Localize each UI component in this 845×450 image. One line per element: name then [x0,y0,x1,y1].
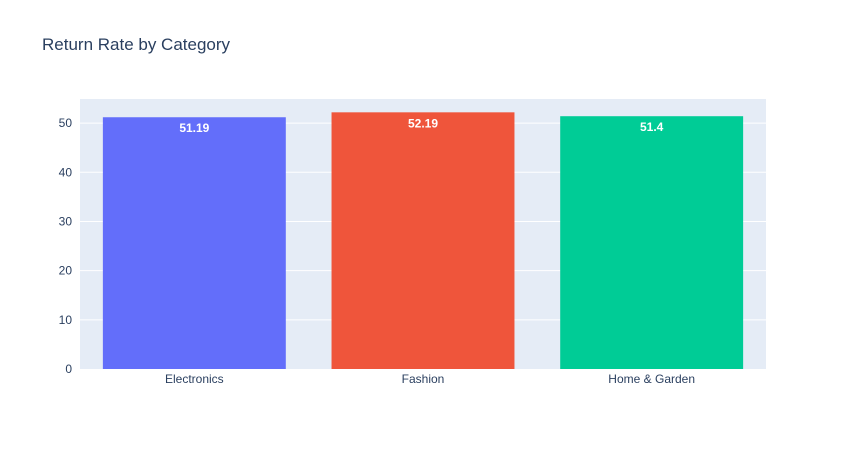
x-tick-label: Electronics [165,372,224,386]
y-tick-label: 20 [59,264,73,278]
x-tick-label: Fashion [402,372,445,386]
data-label: 51.19 [179,121,209,135]
x-tick-label: Home & Garden [608,372,695,386]
y-tick-label: 10 [59,313,73,327]
bar-fashion [331,112,515,369]
y-axis-ticks: 0 10 20 30 40 50 [59,116,73,376]
x-axis-ticks: Electronics Fashion Home & Garden [165,372,695,386]
bars [102,112,744,370]
chart-title: Return Rate by Category [42,35,231,54]
bar-electronics [102,117,286,369]
y-tick-label: 30 [59,214,73,228]
y-tick-label: 50 [59,116,73,130]
y-tick-label: 0 [65,362,72,376]
data-label: 51.4 [640,120,664,134]
bar-home-garden [560,116,744,370]
data-labels: 51.19 52.19 51.4 [179,116,663,135]
data-label: 52.19 [408,116,438,130]
y-tick-label: 40 [59,165,73,179]
